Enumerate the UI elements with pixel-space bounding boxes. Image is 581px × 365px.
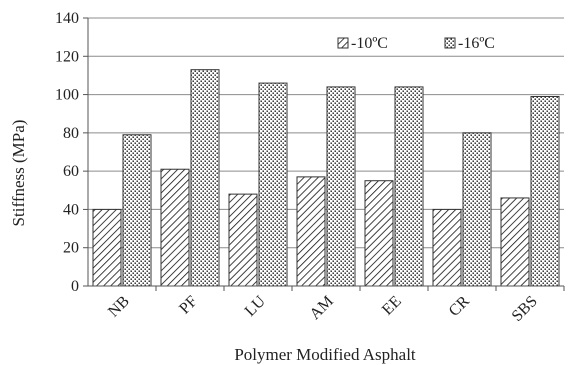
legend-swatch bbox=[444, 37, 456, 49]
y-tick-label: 0 bbox=[71, 278, 79, 295]
y-tick-label: 140 bbox=[55, 10, 79, 27]
bar bbox=[364, 180, 394, 287]
y-tick-label: 60 bbox=[63, 163, 79, 180]
legend-label: -16ºC bbox=[458, 35, 495, 52]
bar bbox=[394, 86, 424, 287]
y-tick-label: 100 bbox=[55, 87, 79, 104]
bar bbox=[530, 95, 560, 287]
bar bbox=[462, 132, 492, 287]
y-tick-label: 20 bbox=[63, 240, 79, 257]
x-tick-label: AM bbox=[307, 293, 337, 323]
bar bbox=[190, 69, 220, 287]
bar bbox=[326, 86, 356, 287]
x-tick-label: PF bbox=[176, 293, 201, 318]
bar-layer bbox=[92, 69, 560, 287]
x-axis-title: Polymer Modified Asphalt bbox=[234, 345, 416, 364]
bar bbox=[258, 82, 288, 287]
bar bbox=[432, 208, 462, 287]
bar bbox=[92, 208, 122, 287]
bar bbox=[122, 134, 152, 287]
bar bbox=[296, 176, 326, 287]
x-tick-label: NB bbox=[105, 293, 133, 321]
y-tick-label: 120 bbox=[55, 48, 79, 65]
bar bbox=[228, 193, 258, 287]
y-tick-label: 40 bbox=[63, 201, 79, 218]
legend-label: -10ºC bbox=[351, 35, 388, 52]
bar bbox=[160, 168, 190, 287]
x-tick-label: LU bbox=[242, 292, 269, 319]
x-tick-label: EE bbox=[379, 293, 405, 319]
legend-swatch bbox=[337, 37, 349, 49]
y-axis-title: Stiffness (MPa) bbox=[9, 120, 28, 227]
bar bbox=[500, 197, 530, 287]
x-tick-label: SBS bbox=[509, 293, 541, 325]
y-tick-label: 80 bbox=[63, 125, 79, 142]
grid-layer bbox=[88, 17, 564, 287]
x-tick-label: CR bbox=[446, 293, 473, 320]
legend: -10ºC -16ºC bbox=[337, 35, 495, 52]
